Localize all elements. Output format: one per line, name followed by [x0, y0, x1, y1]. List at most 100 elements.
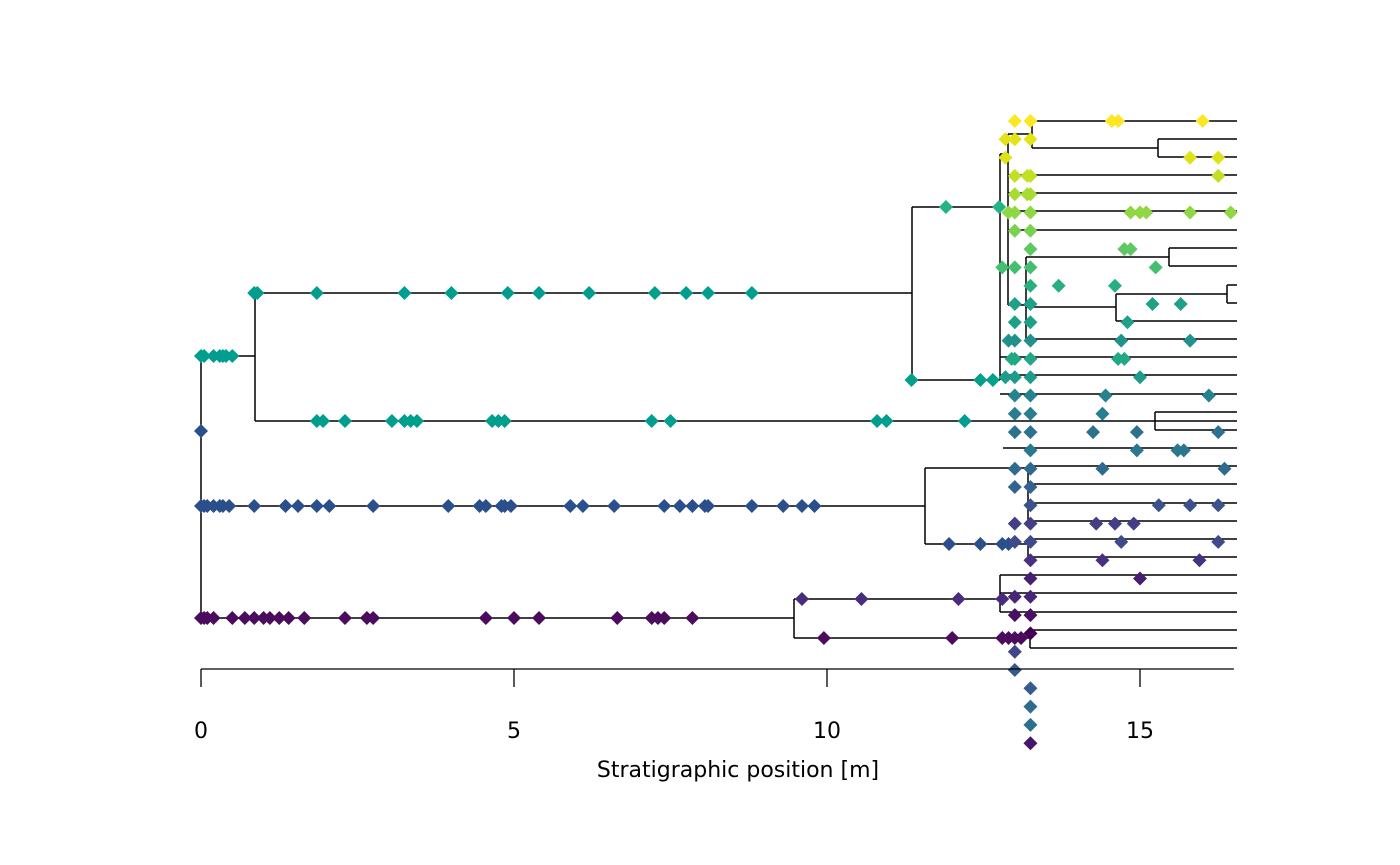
- x-tick-label: 10: [813, 719, 841, 744]
- data-point: [951, 592, 966, 606]
- data-point: [776, 499, 791, 513]
- data-point: [1023, 736, 1038, 751]
- data-point: [281, 611, 296, 625]
- data-point: [1023, 425, 1038, 440]
- x-tick-label: 5: [507, 719, 521, 744]
- data-point: [1007, 333, 1022, 348]
- data-point: [1023, 626, 1038, 641]
- data-point: [1007, 388, 1022, 403]
- data-point: [1023, 333, 1038, 348]
- data-point: [1223, 205, 1238, 220]
- data-point: [316, 414, 331, 428]
- data-point: [500, 286, 515, 300]
- data-point: [262, 611, 277, 625]
- data-point: [904, 373, 919, 387]
- data-point: [197, 349, 212, 363]
- data-point: [1007, 480, 1022, 494]
- data-point: [1007, 351, 1022, 366]
- data-point: [973, 537, 988, 551]
- data-point: [995, 260, 1010, 275]
- data-point: [384, 414, 399, 428]
- data-point: [1129, 443, 1144, 458]
- data-point: [794, 592, 809, 606]
- data-point: [816, 631, 831, 645]
- data-point: [942, 537, 957, 551]
- data-point: [1023, 168, 1038, 183]
- data-point: [1086, 425, 1101, 440]
- x-tick-label: 0: [194, 719, 208, 744]
- data-point: [507, 611, 521, 625]
- data-point: [1007, 315, 1022, 330]
- data-point: [1023, 205, 1038, 220]
- data-point: [1183, 150, 1198, 165]
- data-point: [685, 499, 700, 513]
- data-point: [1114, 534, 1129, 549]
- data-point: [225, 611, 240, 625]
- data-point: [278, 499, 293, 513]
- data-point: [1023, 242, 1038, 257]
- data-point: [1023, 498, 1038, 513]
- data-point: [250, 286, 265, 300]
- data-point: [409, 414, 424, 428]
- data-point: [1023, 717, 1038, 732]
- x-axis: 0 5 10 15 Stratigraphic position [m]: [194, 668, 1234, 783]
- data-point: [1192, 553, 1207, 568]
- data-point: [366, 611, 381, 625]
- data-point: [1211, 425, 1226, 440]
- data-point: [1151, 498, 1166, 513]
- data-point: [1107, 516, 1122, 531]
- data-point: [938, 200, 953, 214]
- data-point: [1023, 480, 1038, 494]
- data-point: [1123, 205, 1138, 220]
- data-point: [1023, 406, 1038, 421]
- data-point: [985, 373, 1000, 387]
- data-point: [1023, 370, 1038, 385]
- data-point: [1007, 461, 1022, 476]
- data-point: [854, 592, 869, 606]
- data-point: [701, 286, 716, 300]
- data-point: [1023, 534, 1038, 549]
- data-point: [237, 611, 252, 625]
- data-point: [247, 611, 262, 625]
- data-point: [1211, 534, 1226, 549]
- data-point: [1007, 132, 1022, 147]
- data-point: [1023, 297, 1038, 311]
- tree-branches: [200, 120, 1237, 649]
- data-point: [1007, 297, 1022, 311]
- data-point: [1173, 297, 1188, 311]
- data-point: [309, 286, 324, 300]
- data-point: [1183, 205, 1198, 220]
- data-point: [337, 414, 352, 428]
- data-point: [444, 286, 459, 300]
- data-point: [957, 414, 972, 428]
- data-point: [1195, 114, 1210, 128]
- data-point: [607, 499, 622, 513]
- data-point: [1145, 297, 1160, 311]
- data-point: [1126, 516, 1141, 531]
- data-point: [1007, 114, 1022, 128]
- data-point: [1133, 370, 1147, 385]
- data-point: [337, 611, 352, 625]
- data-point: [272, 611, 287, 625]
- data-point: [1007, 608, 1022, 623]
- data-point: [478, 611, 493, 625]
- data-point: [998, 150, 1013, 165]
- x-axis-label: Stratigraphic position [m]: [597, 758, 879, 783]
- data-point: [973, 373, 988, 387]
- data-point: [194, 424, 208, 438]
- data-point: [1129, 425, 1144, 440]
- data-point: [1007, 187, 1022, 202]
- data-point: [998, 370, 1013, 385]
- data-point: [322, 499, 337, 513]
- data-point: [1211, 168, 1226, 183]
- data-point: [1111, 114, 1126, 128]
- data-point: [1176, 443, 1191, 458]
- data-point: [1023, 315, 1038, 330]
- data-point: [1133, 571, 1147, 586]
- data-point: [297, 611, 312, 625]
- data-point: [575, 499, 590, 513]
- data-point: [807, 499, 822, 513]
- data-point: [1023, 260, 1038, 275]
- data-point: [870, 414, 885, 428]
